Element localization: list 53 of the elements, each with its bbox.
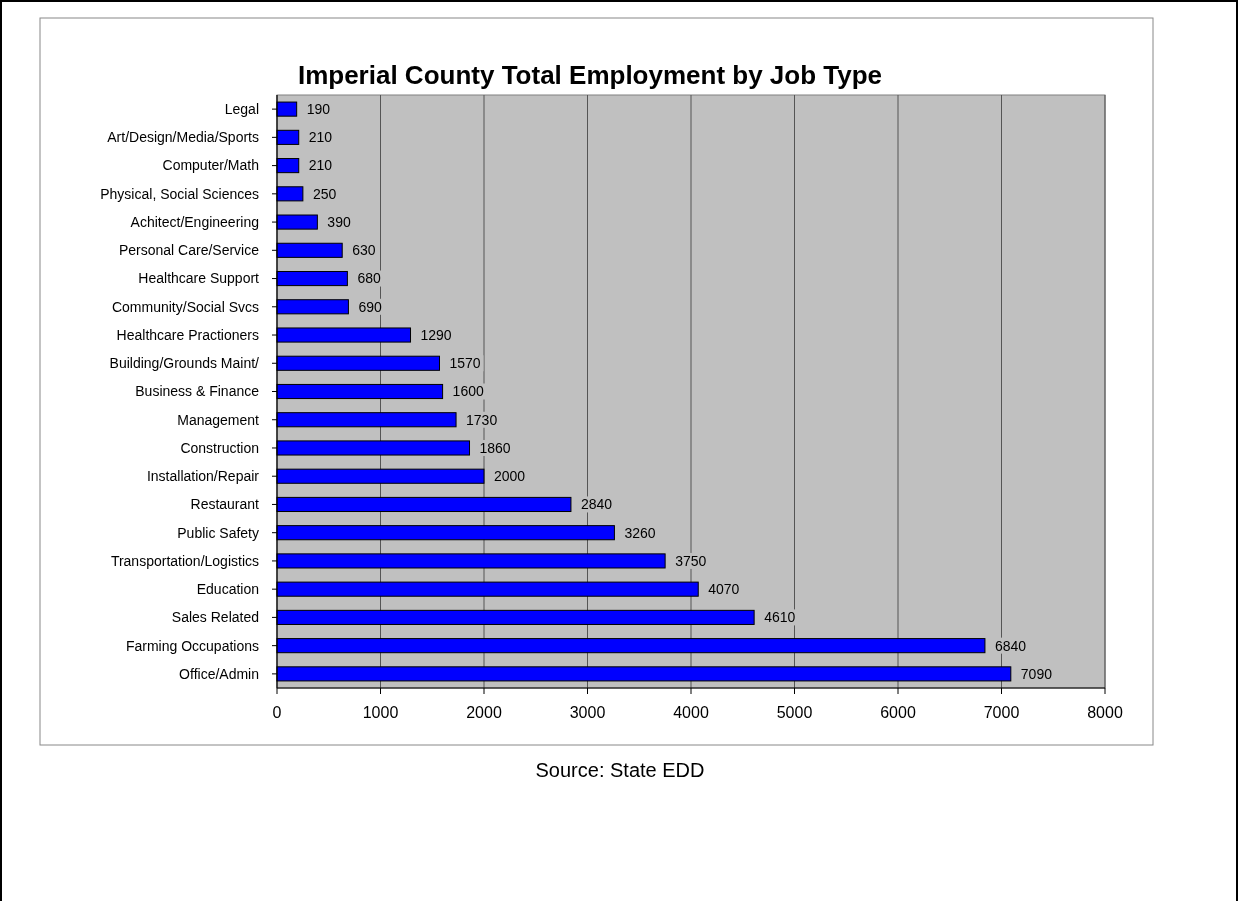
x-tick-label: 1000 bbox=[362, 704, 399, 721]
y-tick-label: Restaurant bbox=[190, 496, 260, 513]
y-tick-label: Sales Related bbox=[171, 609, 259, 626]
y-tick-label: Community/Social Svcs bbox=[111, 298, 259, 315]
y-tick-label: Public Safety bbox=[177, 524, 259, 541]
x-tick-label: 0 bbox=[272, 704, 282, 721]
x-tick-label: 3000 bbox=[569, 704, 606, 721]
data-label: 3750 bbox=[675, 552, 707, 569]
y-tick-label: Computer/Math bbox=[162, 157, 259, 174]
data-label: 680 bbox=[357, 270, 381, 287]
data-label: 2000 bbox=[494, 468, 526, 485]
y-tick-label: Art/Design/Media/Sports bbox=[107, 129, 259, 146]
y-tick-label: Farming Occupations bbox=[125, 637, 259, 654]
y-tick-label: Management bbox=[177, 411, 260, 428]
x-tick-label: 7000 bbox=[983, 704, 1020, 721]
data-label: 630 bbox=[352, 242, 376, 259]
data-label: 4610 bbox=[764, 609, 796, 626]
x-tick-label: 6000 bbox=[880, 704, 916, 721]
y-tick-label: Healthcare Support bbox=[138, 270, 260, 287]
y-tick-label: Personal Care/Service bbox=[118, 242, 260, 259]
data-label: 1860 bbox=[479, 439, 511, 456]
y-tick-label: Office/Admin bbox=[179, 665, 259, 682]
data-label: 6840 bbox=[994, 637, 1027, 654]
y-tick-label: Business & Finance bbox=[135, 383, 260, 400]
y-tick-label: Construction bbox=[180, 439, 259, 456]
y-tick-label: Building/Grounds Maint/ bbox=[109, 355, 260, 372]
data-label: 1730 bbox=[466, 411, 498, 428]
chart-title: Imperial County Total Employment by Job Type bbox=[297, 60, 883, 90]
data-label: 4070 bbox=[708, 581, 740, 598]
data-label: 1570 bbox=[449, 355, 481, 372]
source-note: Source: State EDD bbox=[535, 759, 705, 781]
y-tick-label: Achitect/Engineering bbox=[130, 213, 259, 230]
x-tick-label: 5000 bbox=[776, 704, 813, 721]
data-label: 1290 bbox=[420, 326, 452, 343]
data-label: 3260 bbox=[624, 524, 656, 541]
y-tick-label: Healthcare Practioners bbox=[116, 326, 259, 343]
y-tick-label: Transportation/Logistics bbox=[110, 552, 259, 569]
data-label: 210 bbox=[308, 129, 333, 146]
data-label: 1600 bbox=[452, 383, 484, 400]
y-tick-label: Education bbox=[196, 581, 259, 598]
x-tick-label: 8000 bbox=[1087, 704, 1123, 721]
data-label: 390 bbox=[327, 213, 351, 230]
data-label: 2840 bbox=[580, 496, 613, 513]
x-tick-label: 4000 bbox=[673, 704, 709, 721]
data-label: 690 bbox=[358, 298, 382, 315]
y-tick-label: Physical, Social Sciences bbox=[100, 185, 259, 202]
data-label: 7090 bbox=[1020, 665, 1053, 682]
data-label: 250 bbox=[312, 185, 337, 202]
y-tick-label: Legal bbox=[224, 101, 259, 118]
data-label: 210 bbox=[308, 157, 333, 174]
data-label: 190 bbox=[306, 101, 331, 118]
x-tick-label: 2000 bbox=[466, 704, 502, 721]
y-tick-label: Installation/Repair bbox=[146, 468, 260, 485]
